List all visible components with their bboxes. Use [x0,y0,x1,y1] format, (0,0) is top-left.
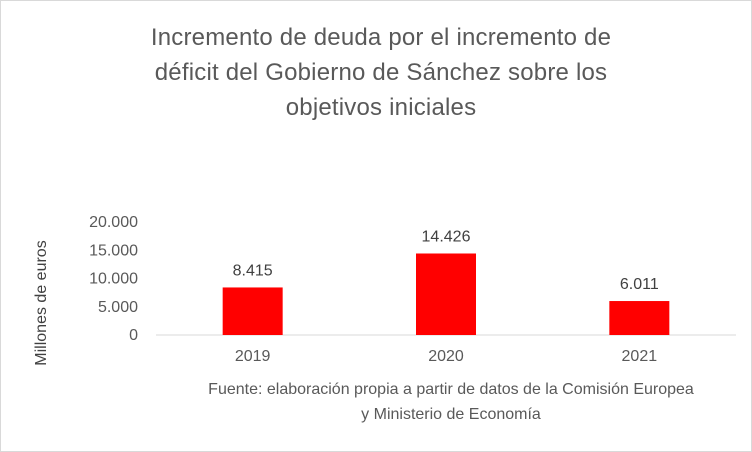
chart-title: Incremento de deuda por el incremento de… [71,20,691,125]
data-label: 6.011 [620,276,659,293]
y-tick-label: 15.000 [89,242,138,259]
y-tick-label: 10.000 [89,271,138,288]
x-tick-label: 2020 [428,348,464,365]
y-tick-label: 0 [129,327,138,344]
source-note-line-1: Fuente: elaboración propia a partir de d… [208,381,694,398]
data-label: 14.426 [422,228,471,245]
chart-title-line-2: déficit del Gobierno de Sánchez sobre lo… [154,59,608,86]
y-tick-label: 20.000 [89,214,138,231]
source-note: Fuente: elaboración propia a partir de d… [141,377,752,427]
bar [222,287,283,335]
x-tick-label: 2021 [622,348,658,365]
y-tick-label: 5.000 [98,299,138,316]
bar [609,301,670,335]
chart-title-line-1: Incremento de deuda por el incremento de [150,24,612,51]
x-tick-label: 2019 [235,348,271,365]
bar [416,253,476,335]
chart-title-line-3: objetivos iniciales [285,94,477,121]
source-note-line-2: y Ministerio de Economía [361,406,541,423]
data-label: 8.415 [233,262,273,279]
